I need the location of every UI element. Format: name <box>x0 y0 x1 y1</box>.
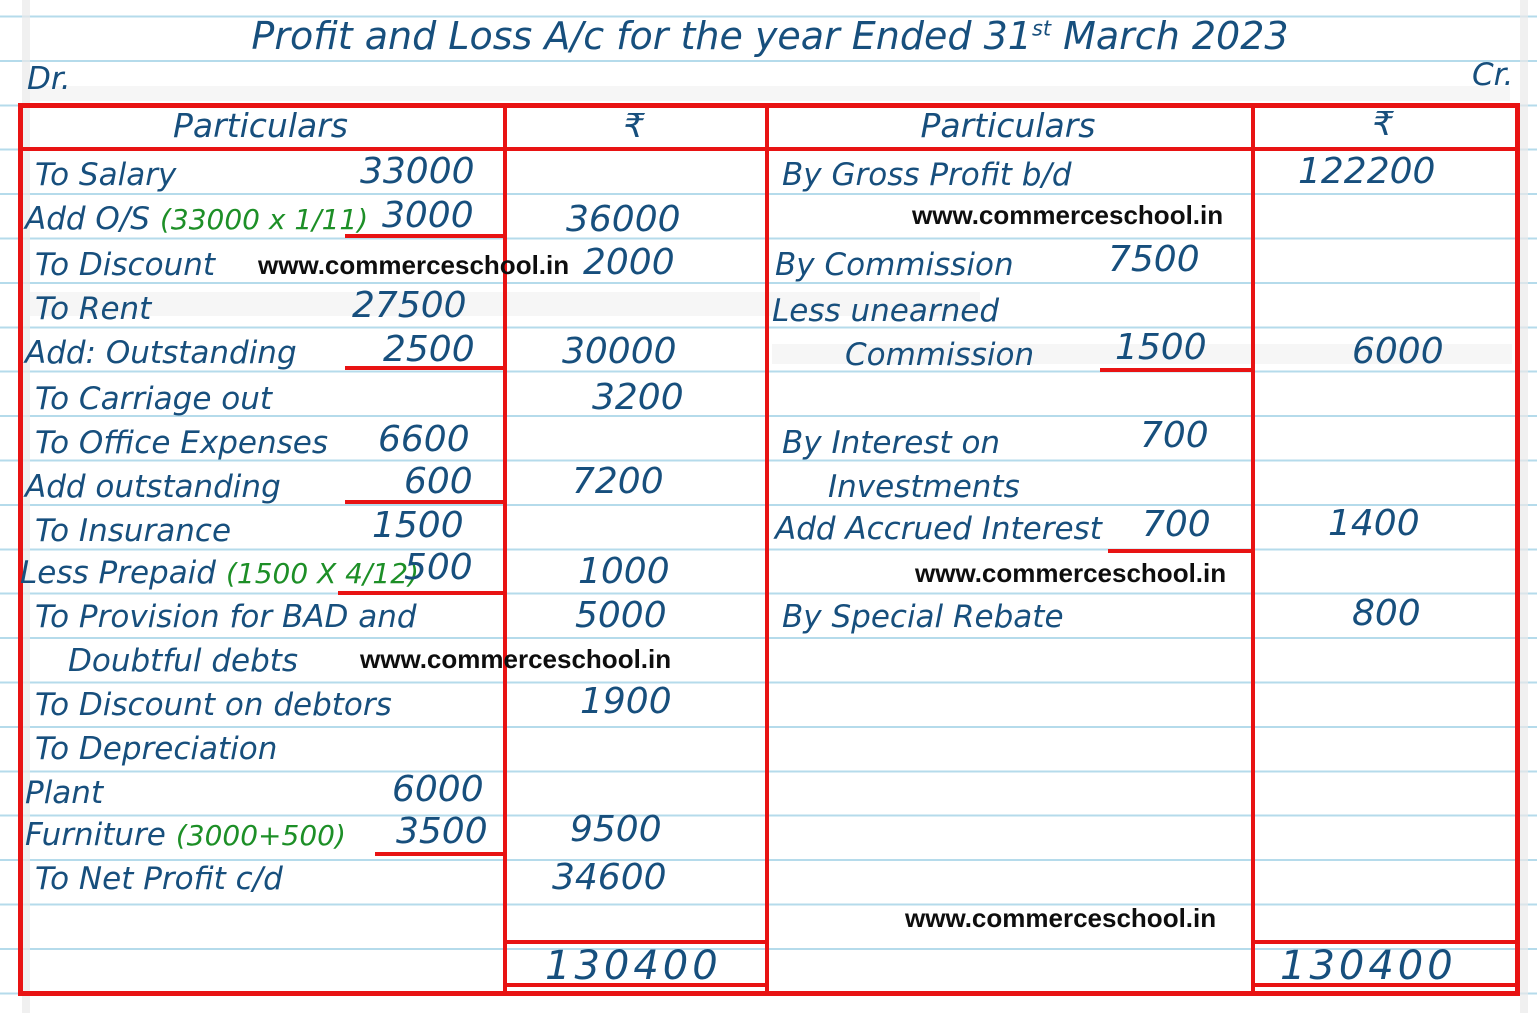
debit-row-label: Add O/S (33000 x 1/11) <box>25 201 369 237</box>
watermark: www.commerceschool.in <box>258 250 570 280</box>
account-title: Profit and Loss A/c for the year Ended 3… <box>250 14 1290 58</box>
debit-row-label: To Rent <box>35 291 152 327</box>
debit-row-label: Less Prepaid (1500 X 4/12) <box>20 555 419 591</box>
debit-row-label: Furniture (3000+500) <box>25 817 346 853</box>
table-border-bottom <box>18 991 1520 996</box>
debit-inner-amount: 2500 <box>383 329 475 370</box>
credit-row-label: Commission <box>845 337 1035 373</box>
credit-outer-amount: 6000 <box>1352 331 1444 372</box>
scan-artifact <box>30 86 1510 101</box>
debit-inner-amount: 33000 <box>360 151 475 192</box>
debit-outer-amount: 34600 <box>552 857 667 898</box>
debit-inner-amount: 6000 <box>392 769 484 810</box>
credit-total-amount: 130400 <box>1280 943 1457 989</box>
green-calculation-note: (33000 x 1/11) <box>159 203 369 236</box>
debit-outer-amount: 36000 <box>566 199 681 240</box>
credit-total-rule-top <box>1251 940 1520 944</box>
credit-row-label: By Interest on <box>782 425 1001 461</box>
debit-outer-amount: 3200 <box>592 377 684 418</box>
debit-row-label: Add outstanding <box>25 469 281 505</box>
debit-inner-amount: 3000 <box>382 195 474 236</box>
table-border-top <box>18 103 1520 108</box>
debit-row-label: To Insurance <box>35 513 232 549</box>
green-calculation-note: (1500 X 4/12) <box>225 557 419 590</box>
credit-outer-amount: 122200 <box>1298 151 1436 192</box>
credit-row-label: By Special Rebate <box>782 599 1064 635</box>
scan-artifact <box>772 344 1512 364</box>
table-border-right <box>1515 103 1520 996</box>
credit-row-label: Add Accrued Interest <box>775 511 1102 547</box>
watermark: www.commerceschool.in <box>905 903 1217 933</box>
debit-outer-amount: 2000 <box>583 242 675 283</box>
underline-furniture-addition <box>375 852 507 856</box>
table-border-left <box>18 103 23 996</box>
underline-office-addition <box>345 500 507 504</box>
watermark: www.commerceschool.in <box>912 200 1224 230</box>
green-calculation-note: (3000+500) <box>175 819 346 852</box>
debit-row-label: To Carriage out <box>35 381 273 417</box>
debit-row-label: Doubtful debts <box>68 643 299 679</box>
title-superscript: st <box>1031 16 1052 41</box>
watermark: www.commerceschool.in <box>360 644 672 674</box>
debit-row-label: To Discount <box>35 247 216 283</box>
credit-inner-amount: 700 <box>1140 415 1209 456</box>
debit-inner-amount: 500 <box>404 547 473 588</box>
credit-particulars-header: Particulars <box>920 106 1096 145</box>
credit-outer-amount: 800 <box>1352 593 1421 634</box>
credit-inner-amount: 700 <box>1142 504 1211 545</box>
debit-total-amount: 130400 <box>545 943 722 989</box>
debit-outer-amount: 1000 <box>578 551 670 592</box>
watermark: www.commerceschool.in <box>915 558 1227 588</box>
left-margin-strip <box>22 0 30 1013</box>
debit-row-label: To Net Profit c/d <box>35 861 283 897</box>
debit-outer-amount: 5000 <box>575 595 667 636</box>
table-header-separator <box>18 147 1520 151</box>
account-title-text: Profit and Loss A/c for the year Ended 3… <box>251 14 1032 58</box>
cr-label: Cr. <box>1472 57 1514 93</box>
debit-amount-header: ₹ <box>623 106 645 145</box>
credit-outer-amount: 1400 <box>1328 503 1420 544</box>
debit-outer-amount: 7200 <box>572 461 664 502</box>
debit-row-label: To Office Expenses <box>35 425 328 461</box>
debit-inner-amount: 27500 <box>352 285 467 326</box>
underline-rent-addition <box>345 366 507 370</box>
debit-inner-amount: 600 <box>404 461 473 502</box>
table-divider-middle <box>765 103 769 996</box>
debit-row-label: Add: Outstanding <box>25 335 297 371</box>
account-title-year: March 2023 <box>1051 14 1289 58</box>
credit-total-rule-bottom <box>1251 983 1520 987</box>
credit-row-label: Investments <box>828 469 1020 505</box>
underline-accrued-interest <box>1108 549 1255 553</box>
debit-inner-amount: 3500 <box>396 811 488 852</box>
underline-commission-deduction <box>1100 368 1255 372</box>
table-divider-debit-amount <box>503 103 507 996</box>
debit-row-label: To Discount on debtors <box>35 687 392 723</box>
debit-inner-amount: 6600 <box>378 419 470 460</box>
credit-row-label: Less unearned <box>772 293 1000 329</box>
right-margin-strip <box>1520 0 1528 1013</box>
debit-row-label: To Provision for BAD and <box>35 599 417 635</box>
debit-row-label: To Depreciation <box>35 731 278 767</box>
credit-row-label: By Gross Profit b/d <box>782 157 1072 193</box>
debit-total-rule-bottom <box>503 983 769 987</box>
debit-particulars-header: Particulars <box>172 106 348 145</box>
underline-salary-addition <box>345 234 507 238</box>
debit-row-label: Plant <box>25 775 104 811</box>
debit-outer-amount: 9500 <box>570 809 662 850</box>
debit-inner-amount: 1500 <box>372 505 464 546</box>
debit-outer-amount: 1900 <box>580 681 672 722</box>
debit-outer-amount: 30000 <box>562 331 677 372</box>
credit-inner-amount: 7500 <box>1108 239 1200 280</box>
credit-amount-header: ₹ <box>1372 104 1394 143</box>
dr-label: Dr. <box>27 61 71 97</box>
credit-inner-amount: 1500 <box>1115 327 1207 368</box>
debit-row-label: To Salary <box>35 157 177 193</box>
credit-row-label: By Commission <box>775 247 1014 283</box>
underline-insurance-deduction <box>338 591 507 595</box>
debit-total-rule-top <box>503 940 769 944</box>
